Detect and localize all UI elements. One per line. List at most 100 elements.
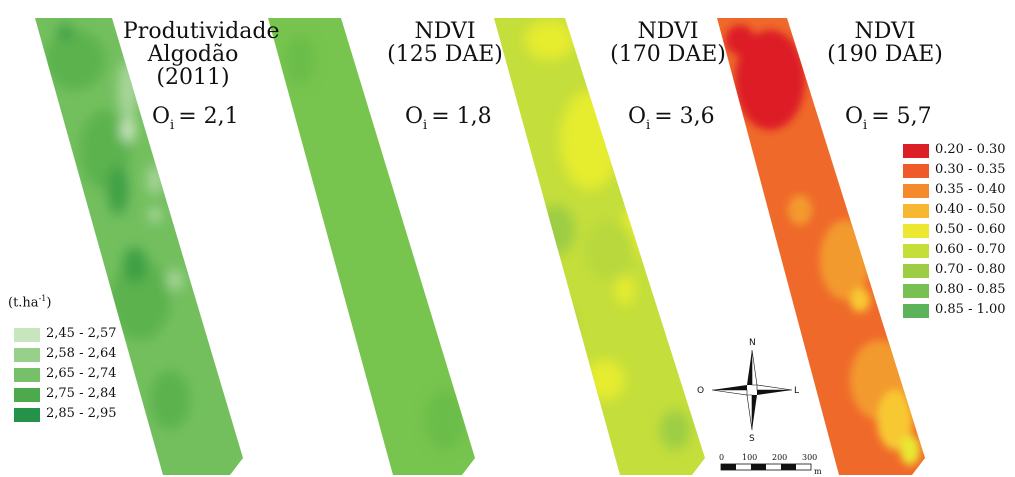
map-zone (45, 30, 105, 90)
map-zone (788, 195, 812, 225)
yield-title: Produtividade Algodão (2011) (123, 19, 280, 90)
oi-label: O (845, 104, 864, 129)
map-zone (285, 35, 315, 85)
map-zone (660, 410, 690, 450)
map-zone (121, 118, 135, 142)
yield-legend-unit: (t.ha-1) (8, 294, 51, 310)
ndvi-125-title: NDVI (125 DAE) (385, 20, 505, 66)
ndvi-legend-label: 0.50 - 0.60 (935, 222, 1006, 237)
oi-subscript: i (170, 118, 175, 133)
map-zone (110, 260, 170, 340)
map-zone (425, 390, 465, 450)
yield-legend-label: 2,65 - 2,74 (46, 366, 117, 381)
ndvi-legend-swatch (903, 284, 929, 298)
yield-legend-swatch (14, 368, 40, 382)
ndvi-legend-swatch (903, 184, 929, 198)
ndvi-legend-row: 0.80 - 0.85 (903, 282, 1013, 302)
map-zone (535, 205, 575, 255)
ndvi-legend-label: 0.70 - 0.80 (935, 262, 1006, 277)
unit-superscript: -1 (38, 294, 47, 303)
unit-close: ) (46, 295, 52, 311)
ndvi-190-map (717, 18, 925, 475)
yield-legend-swatch (14, 328, 40, 342)
oi-value: = 2,1 (178, 104, 239, 129)
map-zone (147, 165, 163, 195)
ndvi-legend-label: 0.80 - 0.85 (935, 282, 1006, 297)
map-zone (108, 165, 128, 215)
ndvi-legend-row: 0.40 - 0.50 (903, 202, 1013, 222)
map-zone (820, 220, 870, 300)
yield-legend-label: 2,45 - 2,57 (46, 326, 117, 341)
ndvi-legend-row: 0.30 - 0.35 (903, 162, 1013, 182)
map-zone (585, 220, 635, 280)
oi-value: = 3,6 (654, 104, 715, 129)
ndvi-170-title-line: NDVI (637, 19, 699, 44)
scale-tick-0: 0 (719, 453, 724, 462)
yield-title-line: (2011) (156, 65, 230, 90)
ndvi-legend-label: 0.85 - 1.00 (935, 302, 1006, 317)
ndvi-legend-row: 0.70 - 0.80 (903, 262, 1013, 282)
ndvi-legend-label: 0.30 - 0.35 (935, 162, 1006, 177)
ndvi-legend: 0.20 - 0.30 0.30 - 0.35 0.35 - 0.40 0.40 - … (903, 142, 1013, 322)
map-zone (545, 305, 575, 355)
compass-rose: N S O L (697, 338, 799, 444)
oi-value: = 5,7 (871, 104, 932, 129)
oi-label: O (405, 104, 424, 129)
ndvi-190-title-line: NDVI (854, 19, 916, 44)
map-zone (167, 270, 183, 290)
map-zone (123, 247, 147, 283)
ndvi-125-oi: Oi = 1,8 (405, 104, 492, 133)
map-zone (615, 275, 635, 305)
ndvi-legend-swatch (903, 264, 929, 278)
ndvi-170-map (494, 18, 705, 475)
oi-value: = 1,8 (431, 104, 492, 129)
yield-legend-swatch (14, 408, 40, 422)
oi-subscript: i (863, 118, 868, 133)
ndvi-legend-label: 0.20 - 0.30 (935, 142, 1006, 157)
compass-south: S (749, 434, 755, 444)
ndvi-170-oi: Oi = 3,6 (628, 104, 715, 133)
scale-tick-300: 300 (802, 453, 817, 462)
scale-tick-100: 100 (742, 453, 757, 462)
map-zone (735, 30, 805, 130)
ndvi-125-zones (285, 35, 465, 450)
yield-legend-label: 2,75 - 2,84 (46, 386, 117, 401)
ndvi-legend-row: 0.60 - 0.70 (903, 242, 1013, 262)
oi-label: O (628, 104, 647, 129)
yield-title-line: Produtividade (123, 19, 280, 44)
yield-title-line: Algodão (147, 42, 239, 67)
ndvi-190-title: NDVI (190 DAE) (825, 20, 945, 66)
yield-oi: Oi = 2,1 (152, 104, 239, 133)
ndvi-legend-swatch (903, 144, 929, 158)
yield-legend-row: 2,58 - 2,64 (14, 346, 134, 366)
scale-bar: 0 100 200 300 m (719, 453, 822, 476)
ndvi-125-title-line: NDVI (414, 19, 476, 44)
ndvi-legend-row: 0.20 - 0.30 (903, 142, 1013, 162)
map-zone (585, 360, 625, 400)
ndvi-legend-swatch (903, 164, 929, 178)
ndvi-125-map (268, 18, 475, 475)
compass-west: O (697, 386, 704, 396)
map-zone (877, 390, 913, 450)
ndvi-legend-swatch (903, 244, 929, 258)
yield-legend-row: 2,45 - 2,57 (14, 326, 134, 346)
oi-subscript: i (646, 118, 651, 133)
ndvi-125-field (268, 18, 475, 475)
ndvi-125-title-line: (125 DAE) (387, 42, 503, 67)
map-zone (525, 20, 575, 60)
compass-east: L (794, 386, 799, 396)
yield-legend-row: 2,75 - 2,84 (14, 386, 134, 406)
map-zone (57, 24, 73, 40)
yield-legend-row: 2,65 - 2,74 (14, 366, 134, 386)
yield-legend: 2,45 - 2,57 2,58 - 2,64 2,65 - 2,74 2,75 - … (14, 326, 134, 426)
ndvi-legend-label: 0.40 - 0.50 (935, 202, 1006, 217)
yield-legend-label: 2,58 - 2,64 (46, 346, 117, 361)
ndvi-170-title: NDVI (170 DAE) (608, 20, 728, 66)
ndvi-legend-row: 0.35 - 0.40 (903, 182, 1013, 202)
unit-text: (t.ha (8, 295, 39, 311)
map-zone (725, 25, 755, 55)
oi-label: O (152, 104, 171, 129)
ndvi-legend-label: 0.35 - 0.40 (935, 182, 1006, 197)
